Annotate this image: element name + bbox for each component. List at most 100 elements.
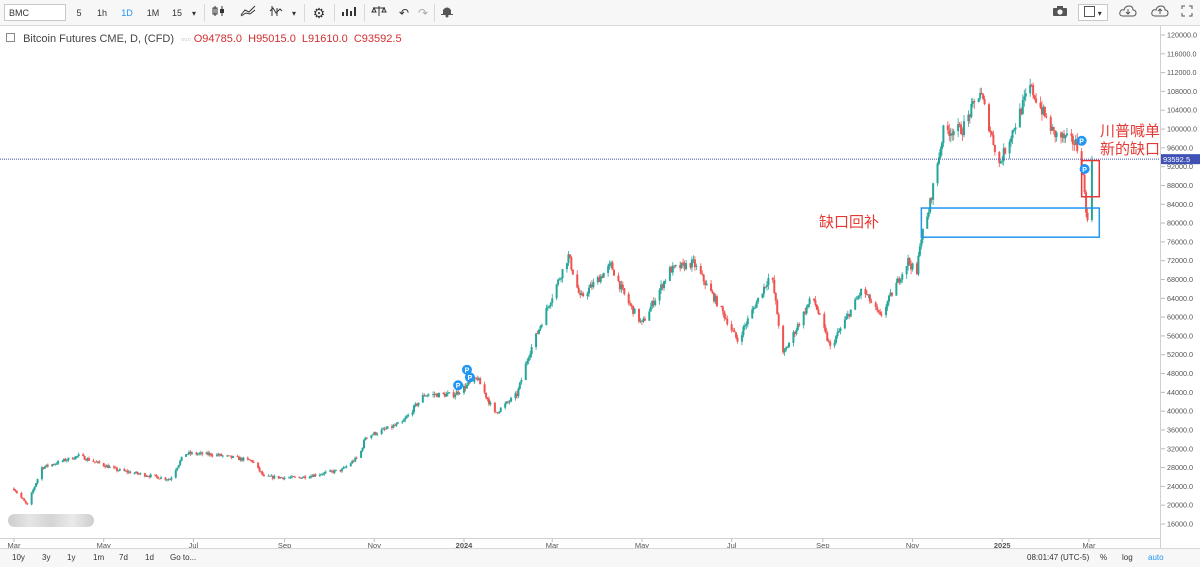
time-axis: Mar May Jul Sep Nov 2024 Mar May Jul Sep Nov 2025 Ma… <box>8 539 1096 548</box>
candle-body <box>527 357 530 362</box>
candle-body <box>982 94 985 99</box>
candle-body <box>229 455 232 457</box>
candle-body <box>240 457 243 461</box>
candle-body <box>599 276 602 283</box>
candle-body <box>660 284 663 290</box>
candle-body <box>363 440 365 448</box>
interval-5-button[interactable]: 5 <box>76 8 82 18</box>
redo-icon[interactable]: ↷ <box>417 6 429 20</box>
auto-toggle[interactable]: auto <box>1148 553 1164 562</box>
cloud-save-icon[interactable] <box>1148 4 1172 21</box>
candle-body <box>1029 84 1032 94</box>
candle-body <box>495 411 498 413</box>
candle-body <box>723 311 726 318</box>
range-7d-button[interactable]: 7d <box>119 553 128 562</box>
candle-body <box>1086 212 1089 221</box>
candle-body <box>1018 108 1021 128</box>
candle-body <box>598 277 601 283</box>
range-3y-button[interactable]: 3y <box>42 553 51 562</box>
candle-body <box>1063 133 1065 139</box>
candle-body <box>123 469 126 471</box>
candle-body <box>242 457 245 461</box>
range-1m-button[interactable]: 1m <box>93 553 105 562</box>
candle-body <box>251 460 254 462</box>
candle-body <box>92 460 95 462</box>
candle-body <box>592 282 595 288</box>
templates-icon[interactable] <box>338 4 360 21</box>
price-tick-label: 96000.0 <box>1167 143 1193 152</box>
candle-body <box>380 429 383 434</box>
candle-body <box>1020 108 1023 114</box>
candle-body <box>105 465 108 468</box>
candle-body <box>1083 174 1086 193</box>
candle-body <box>773 279 776 293</box>
candle-body <box>879 311 882 315</box>
annotation-trump-gap-line2: 新的缺口 <box>1100 140 1160 158</box>
candle-body <box>621 284 624 289</box>
candle-body <box>930 198 933 200</box>
candle-body <box>413 405 415 413</box>
range-1d-button[interactable]: 1d <box>145 553 154 562</box>
candle-body <box>671 265 674 273</box>
price-tick-label: 28000.0 <box>1167 463 1193 472</box>
legend-controls-icon[interactable]: ▫▫▫ <box>181 34 191 44</box>
candle-body <box>468 382 471 384</box>
layout-select[interactable]: ▾ <box>1078 4 1108 21</box>
candle-body <box>1011 130 1014 139</box>
candles-icon[interactable] <box>208 4 230 21</box>
interval-15-button[interactable]: 15 <box>171 8 182 18</box>
candle-body <box>318 474 321 476</box>
candle-body <box>1090 161 1093 221</box>
candle-body <box>701 273 704 275</box>
percent-toggle[interactable]: % <box>1100 553 1108 562</box>
collapse-legend-icon[interactable] <box>6 33 15 42</box>
goto-button[interactable]: Go to... <box>170 553 197 562</box>
interval-1d-button[interactable]: 1D <box>121 8 133 18</box>
candle-body <box>402 420 405 422</box>
symbol-input[interactable]: BMC <box>4 4 66 21</box>
candle-body <box>567 254 570 264</box>
candle-body <box>971 101 974 104</box>
candle-body <box>280 477 283 479</box>
candle-body <box>692 259 695 261</box>
top-toolbar: BMC 5 1h 1D 1M 15 ▾ ▾ ⚙ ↶ ↷ ▾ <box>0 0 1200 26</box>
price-chart[interactable]: 16000.0 20000.0 24000.0 28000.0 32000.0 36000… <box>0 26 1200 548</box>
candle-body <box>20 492 23 498</box>
candle-body <box>393 425 396 427</box>
interval-dropdown-icon[interactable]: ▾ <box>191 9 196 18</box>
candle-body <box>199 452 202 454</box>
candle-body <box>642 318 645 322</box>
candle-body <box>783 349 786 353</box>
candle-body <box>663 281 665 289</box>
compare-icon[interactable] <box>237 4 259 21</box>
candle-body <box>323 472 326 475</box>
cloud-load-icon[interactable] <box>1116 4 1140 21</box>
price-tick-label: 68000.0 <box>1167 275 1193 284</box>
candle-body <box>1023 96 1026 100</box>
candle-body <box>761 293 764 298</box>
interval-1m-button[interactable]: 1M <box>146 8 160 18</box>
price-tick-label: 32000.0 <box>1167 444 1193 453</box>
log-toggle[interactable]: log <box>1122 553 1133 562</box>
candle-body <box>611 262 614 270</box>
range-1y-button[interactable]: 1y <box>67 553 76 562</box>
undo-icon[interactable]: ↶ <box>398 6 410 20</box>
camera-icon[interactable] <box>1048 4 1072 21</box>
candle-body <box>702 274 705 282</box>
candle-body <box>354 457 357 462</box>
time-tick-label: May <box>97 541 111 548</box>
alert-bell-icon[interactable] <box>437 4 457 21</box>
settings-gear-icon[interactable]: ⚙ <box>312 5 326 21</box>
candle-body <box>339 469 342 472</box>
scale-balance-icon[interactable] <box>368 4 390 21</box>
indicators-dropdown-icon[interactable]: ▾ <box>291 9 296 18</box>
indicators-icon[interactable] <box>265 4 287 21</box>
candle-body <box>715 296 718 307</box>
candle-body <box>827 340 830 342</box>
interval-1h-button[interactable]: 1h <box>96 8 107 18</box>
range-10y-button[interactable]: 10y <box>12 553 25 562</box>
price-tick-label: 48000.0 <box>1167 369 1193 378</box>
candle-body <box>570 257 573 270</box>
candle-body <box>340 468 343 472</box>
fullscreen-icon[interactable] <box>1178 4 1196 21</box>
